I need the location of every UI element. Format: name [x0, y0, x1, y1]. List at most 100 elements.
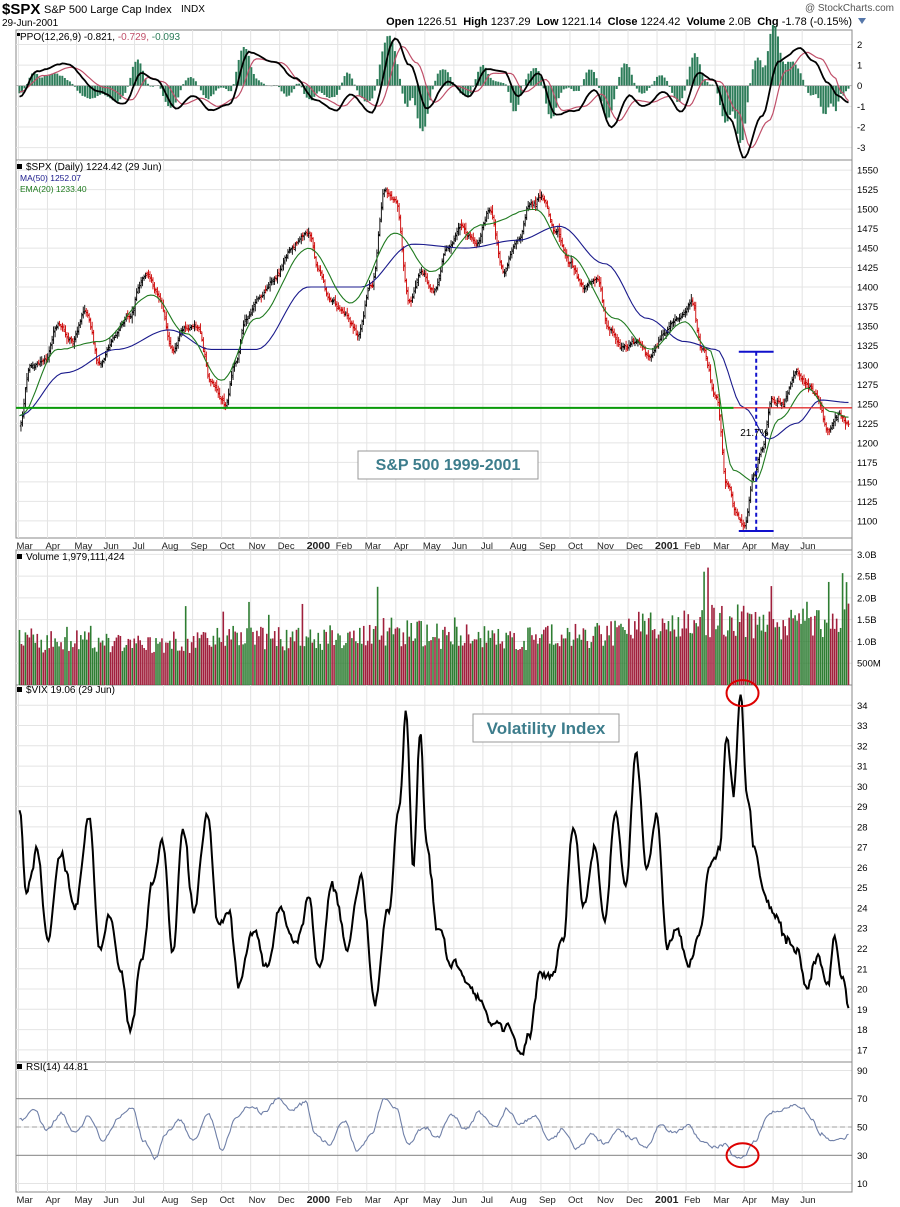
volume-bar — [829, 628, 832, 685]
ppo-histogram-bar — [18, 85, 21, 94]
volume-bar — [746, 612, 749, 685]
volume-bar — [214, 644, 217, 685]
ppo-histogram-bar — [260, 82, 263, 86]
volume-bar — [206, 638, 209, 685]
ppo-histogram-bar — [751, 69, 754, 86]
ppo-histogram-bar — [242, 47, 245, 86]
ppo-histogram-bar — [217, 85, 220, 89]
volume-bar — [835, 618, 838, 685]
volume-bar — [283, 650, 286, 685]
volume-bar — [451, 644, 454, 685]
ppo-histogram-bar — [129, 77, 132, 86]
volume-bar — [125, 645, 128, 685]
volume-bar — [550, 624, 553, 685]
volume-bar — [60, 642, 62, 685]
ppo-histogram-bar — [625, 64, 628, 86]
volume-bar — [293, 641, 296, 685]
volume-bar — [52, 646, 54, 685]
ppo-histogram-bar — [658, 75, 661, 86]
ppo-histogram-bar — [159, 85, 162, 89]
ppo-histogram-bar — [81, 85, 84, 96]
volume-bar — [44, 649, 47, 685]
exchange: INDX — [181, 4, 205, 15]
x-tick-label: Oct — [568, 541, 583, 552]
ppo-histogram-bar — [172, 85, 175, 107]
volume-bar — [608, 635, 610, 685]
volume-bar — [28, 637, 31, 685]
volume-bar — [570, 645, 573, 685]
ppo-histogram-bar — [419, 85, 422, 129]
volume-bar — [262, 627, 264, 685]
chart-header: $SPX S&P 500 Large Cap Index INDX 29-Jun… — [0, 0, 900, 30]
volume-bar — [495, 644, 498, 685]
volume-bar — [812, 635, 814, 685]
ppo-histogram-bar — [487, 73, 490, 86]
ppo-histogram-bar — [560, 85, 563, 93]
ppo-histogram-bar — [162, 85, 165, 96]
price-tick-label: 1225 — [857, 419, 878, 430]
ppo-histogram-bar — [698, 64, 701, 86]
volume-bar — [46, 635, 48, 685]
rsi-oversold-highlight — [725, 1142, 760, 1169]
volume-bar — [772, 619, 775, 685]
open-label: Open — [386, 16, 415, 28]
volume-bar — [594, 626, 597, 685]
volume-bar — [509, 631, 511, 685]
volume-bar — [606, 625, 608, 685]
ppo-histogram-bar — [666, 80, 669, 86]
x-tick-label: Jun — [800, 541, 815, 552]
volume-bar — [137, 635, 139, 685]
volume-bar — [91, 648, 94, 685]
volume-bar — [487, 630, 490, 685]
volume-bar — [768, 611, 771, 685]
ppo-histogram-bar — [764, 65, 767, 86]
volume-bar — [372, 628, 375, 685]
ppo-legend-marker — [17, 33, 20, 36]
ppo-histogram-bar — [756, 57, 759, 86]
volume-bar — [446, 635, 448, 685]
x-tick-label: May — [74, 1195, 92, 1206]
volume-legend-marker — [17, 554, 22, 559]
volume-bar — [794, 615, 796, 685]
volume-bar — [600, 634, 602, 685]
vix-legend: $VIX 19.06 (29 Jun) — [26, 685, 115, 696]
ppo-histogram-bar — [23, 85, 26, 89]
volume-bar — [72, 647, 74, 685]
ppo-histogram-bar — [220, 85, 223, 88]
ppo-histogram-bar — [587, 69, 590, 86]
ppo-histogram-bar — [829, 85, 832, 104]
x-tick-label: Feb — [336, 541, 352, 552]
ppo-histogram-bar — [509, 85, 512, 103]
ppo-histogram-bar — [799, 73, 802, 86]
ppo-histogram-bar — [227, 85, 230, 92]
volume-bar — [378, 639, 381, 685]
volume-bar — [598, 625, 601, 685]
volume-bar — [543, 629, 545, 685]
volume-bar — [760, 630, 763, 685]
ppo-histogram-bar — [230, 85, 233, 92]
ppo-histogram-bar — [691, 57, 694, 86]
ppo-histogram-bar — [701, 73, 704, 86]
ppo-histogram-bar — [348, 73, 351, 86]
chevron-down-icon[interactable] — [858, 18, 866, 24]
volume-bar — [523, 640, 525, 685]
volume-bar — [630, 634, 632, 685]
ppo-histogram-bar — [537, 71, 540, 86]
ppo-histogram-bar — [497, 81, 500, 86]
volume-bar — [709, 637, 711, 685]
x-tick-label: Dec — [626, 1195, 643, 1206]
ppo-histogram-bar — [819, 85, 822, 107]
volume-bar — [18, 629, 21, 685]
ppo-line — [19, 37, 849, 159]
volume-bar — [736, 604, 739, 685]
ppo-histogram-bar — [237, 59, 240, 86]
ppo-histogram-bar — [101, 85, 104, 94]
ppo-histogram-bar — [335, 85, 338, 95]
vol-tick-label: 500M — [857, 659, 881, 670]
volume-bar — [752, 638, 755, 685]
volume-bar — [382, 618, 385, 685]
volume-bar — [810, 616, 812, 685]
volume-bar — [119, 635, 122, 685]
volume-bar — [471, 640, 474, 685]
ppo-histogram-bar — [53, 73, 56, 86]
